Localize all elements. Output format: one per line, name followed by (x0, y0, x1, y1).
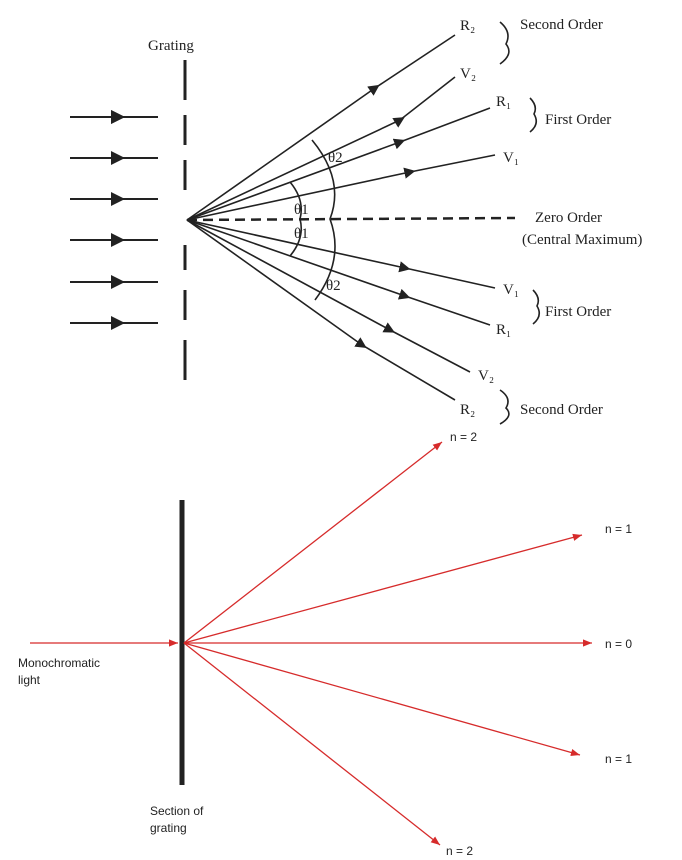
order-label: First Order (545, 304, 611, 320)
order-label: First Order (545, 112, 611, 128)
ray-label: R₁ (496, 94, 511, 110)
diffracted-rays (186, 21, 541, 425)
angle-label: θ1 (294, 202, 309, 218)
order-label: Second Order (520, 17, 603, 33)
order-labels: Second Order First Order Zero Order (Cen… (520, 17, 642, 418)
angle-label: θ2 (328, 150, 343, 166)
order-label: n = 2 (450, 430, 477, 444)
order-label: Second Order (520, 402, 603, 418)
grating-label: grating (150, 821, 187, 835)
order-label: (Central Maximum) (522, 232, 642, 248)
grating-label: Section of (150, 804, 204, 818)
source-label: Monochromatic (18, 656, 100, 670)
order-label: Zero Order (535, 210, 602, 226)
incident-rays (70, 117, 158, 330)
bottom-diagram: n = 2 n = 1 n = 0 n = 1 n = 2 Monochroma… (18, 430, 632, 858)
ray-label: V₂ (460, 66, 476, 82)
ray-label: V₂ (478, 368, 494, 384)
ray-label: R₁ (496, 322, 511, 338)
grating-label: Grating (148, 38, 194, 54)
ray-label: V₁ (503, 150, 519, 166)
source-label: light (18, 673, 41, 687)
ray-label: V₁ (503, 282, 519, 298)
red-rays (30, 441, 592, 846)
ray-label: R₂ (460, 18, 475, 34)
ray-label: R₂ (460, 402, 475, 418)
order-label: n = 2 (446, 844, 473, 858)
top-diagram: Grating R₂ V₂ R₁ V₁ V₁ R₁ V₂ (70, 17, 642, 425)
angle-labels: θ2 θ1 θ1 θ2 (294, 150, 343, 294)
ray-labels: R₂ V₂ R₁ V₁ V₁ R₁ V₂ R₂ (460, 18, 519, 418)
order-label: n = 1 (605, 522, 632, 536)
order-label: n = 1 (605, 752, 632, 766)
angle-label: θ2 (326, 278, 341, 294)
order-label: n = 0 (605, 637, 632, 651)
angle-label: θ1 (294, 226, 309, 242)
